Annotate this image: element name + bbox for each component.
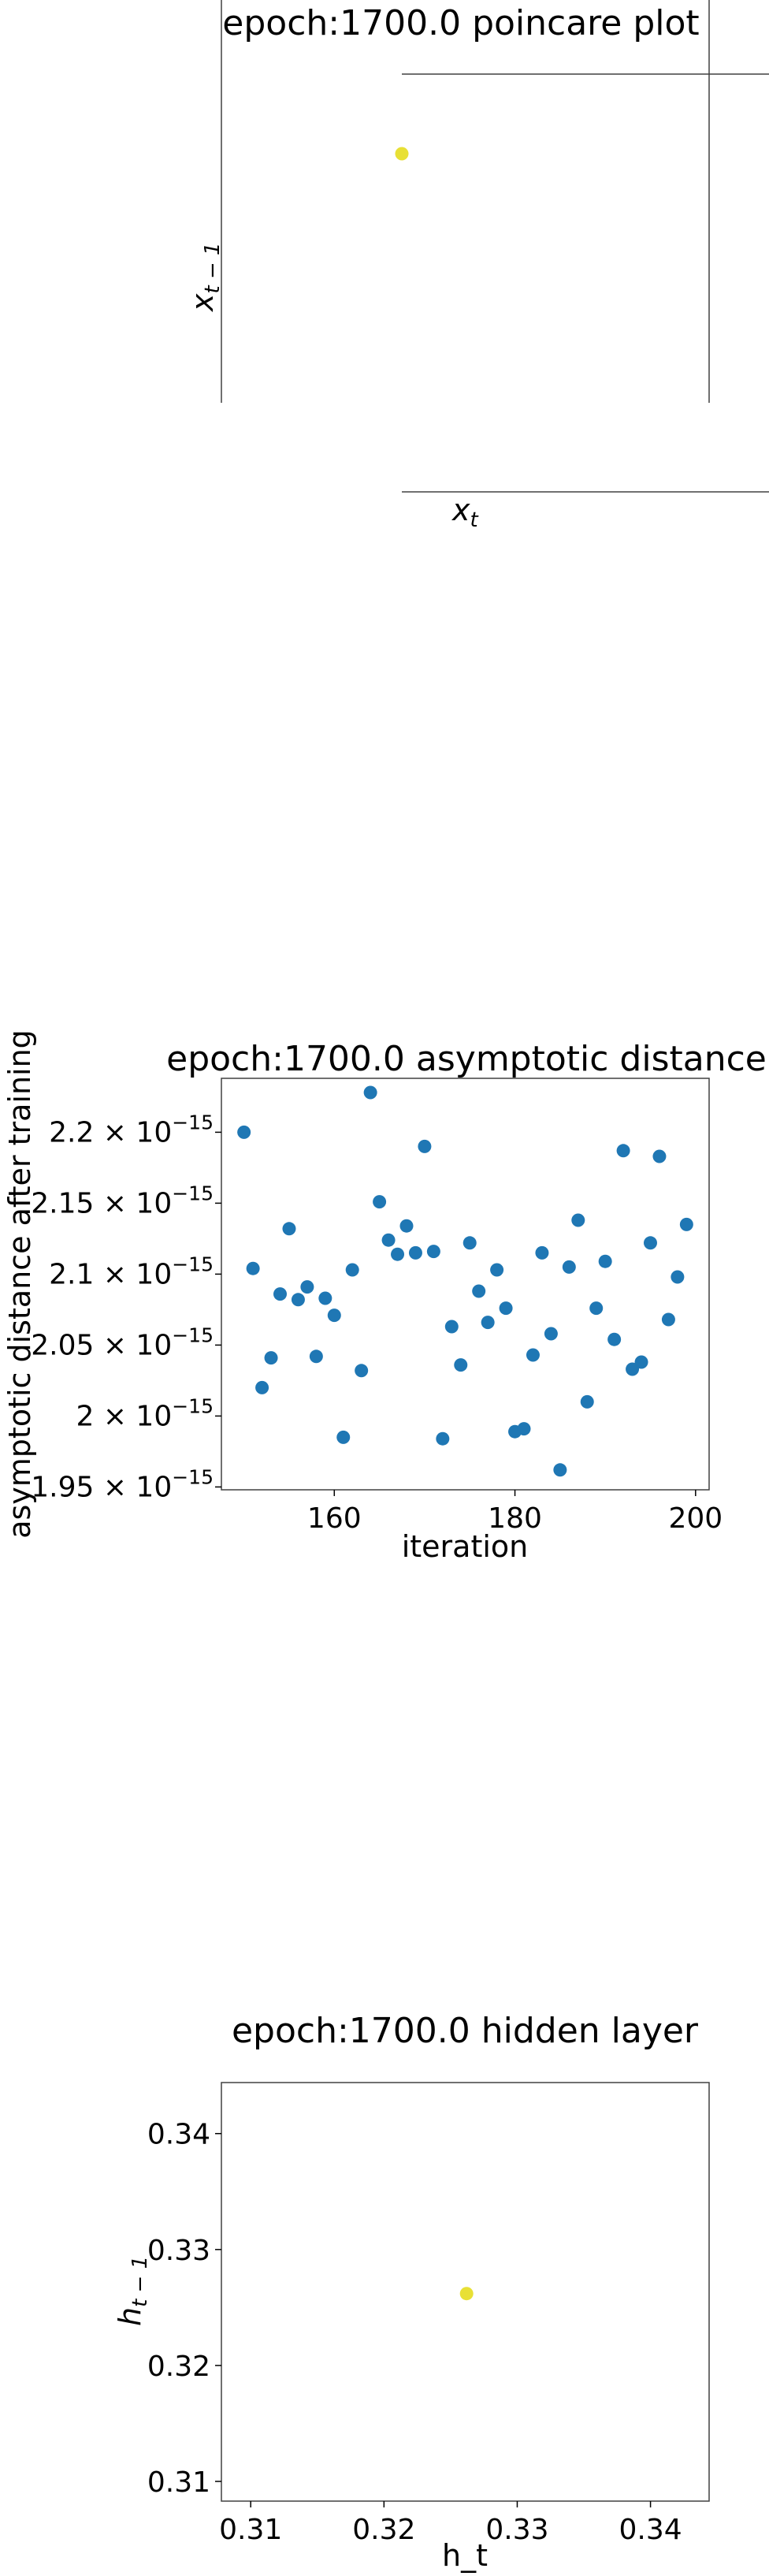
data-point (589, 1301, 604, 1316)
data-point (671, 1270, 685, 1284)
y-tick-label: 2.05 × 10−15 (31, 1323, 214, 1361)
data-point (535, 1245, 549, 1260)
data-point (517, 1422, 531, 1436)
data-point (318, 1291, 332, 1305)
data-point (282, 1222, 296, 1236)
asymptotic-distance-y-ticks: 1.95 × 10−15 2 × 10−15 2.05 × 10−15 2.1 × 1… (31, 1111, 221, 1503)
asymptotic-distance-ylabel: asymptotic distance after training (2, 1029, 37, 1539)
poincare-plot-title: epoch:1700.0 poincare plot (222, 3, 699, 43)
data-point (399, 1219, 414, 1233)
data-point (246, 1261, 260, 1275)
x-tick-label: 160 (307, 1502, 362, 1535)
poincare-plot-chart: epoch:1700.0 poincare plot xt xt − 1 (185, 0, 769, 532)
data-point (264, 1351, 278, 1365)
data-point (580, 1394, 594, 1409)
y-tick-label: 2.1 × 10−15 (49, 1253, 214, 1290)
data-point (363, 1085, 377, 1100)
hidden-layer-title: epoch:1700.0 hidden layer (232, 2011, 699, 2051)
x-tick-label: 0.34 (619, 2514, 682, 2546)
data-point (571, 1213, 585, 1227)
asymptotic-distance-title: epoch:1700.0 asymptotic distance (166, 1039, 767, 1079)
data-point (607, 1332, 622, 1346)
poincare-plot-point (395, 147, 409, 161)
poincare-plot-ylabel: xt − 1 (185, 242, 225, 312)
data-point (237, 1125, 251, 1139)
x-tick-label: 0.32 (352, 2514, 415, 2546)
data-point (499, 1301, 513, 1316)
data-point (553, 1463, 567, 1477)
data-point (454, 1358, 468, 1372)
data-point (481, 1316, 495, 1330)
hidden-layer-plot-frame (221, 2082, 710, 2502)
data-point (381, 1233, 396, 1247)
data-point (255, 1380, 269, 1394)
asymptotic-distance-chart: epoch:1700.0 asymptotic distance 160 180 2… (2, 1029, 767, 1564)
data-point (426, 1245, 440, 1259)
x-tick-label: 0.31 (219, 2514, 282, 2546)
data-point (373, 1195, 387, 1209)
hidden-layer-x-ticks: 0.31 0.32 0.33 0.34 (219, 2501, 682, 2546)
data-point (336, 1430, 351, 1444)
hidden-layer-xlabel: h_t (442, 2538, 488, 2573)
data-point (463, 1236, 477, 1250)
data-point (598, 1254, 612, 1268)
data-point (544, 1327, 558, 1341)
data-point (345, 1263, 359, 1277)
data-point (661, 1312, 675, 1327)
hidden-layer-chart: epoch:1700.0 hidden layer 0.31 0.32 0.33 0.… (113, 2011, 710, 2573)
data-point (459, 2287, 474, 2301)
data-point (436, 1431, 450, 1446)
y-tick-label: 0.31 (147, 2466, 210, 2499)
x-tick-label: 200 (668, 1502, 723, 1535)
data-point (616, 1144, 630, 1158)
y-tick-label: 2.2 × 10−15 (49, 1111, 214, 1148)
data-point (273, 1287, 288, 1301)
data-point (444, 1320, 459, 1334)
data-point (355, 1364, 369, 1378)
data-point (490, 1263, 504, 1277)
data-point (309, 1349, 323, 1364)
y-tick-label: 0.32 (147, 2351, 210, 2383)
y-tick-label: 2.15 × 10−15 (31, 1182, 214, 1219)
data-point (652, 1149, 667, 1163)
data-point (634, 1355, 648, 1369)
data-point (526, 1348, 540, 1362)
data-point (643, 1236, 657, 1250)
data-point (408, 1245, 422, 1260)
data-point (300, 1280, 314, 1294)
y-tick-label: 0.34 (147, 2119, 210, 2151)
asymptotic-distance-xlabel: iteration (402, 1529, 529, 1564)
data-point (291, 1293, 305, 1307)
y-tick-label: 1.95 × 10−15 (31, 1465, 214, 1503)
data-point (418, 1139, 432, 1153)
data-point (679, 1217, 693, 1231)
y-tick-label: 0.33 (147, 2235, 210, 2267)
asymptotic-distance-plot-frame (221, 1078, 710, 1491)
data-point (391, 1247, 405, 1261)
data-point (562, 1260, 576, 1274)
asymptotic-distance-points (237, 1085, 693, 1477)
y-tick-label: 2 × 10−15 (76, 1394, 214, 1432)
asymptotic-distance-x-ticks: 160 180 200 (307, 1490, 723, 1535)
x-tick-label: 0.33 (485, 2514, 548, 2546)
data-point (626, 1362, 640, 1376)
hidden-layer-y-ticks: 0.31 0.32 0.33 0.34 (147, 2119, 221, 2499)
data-point (472, 1284, 486, 1298)
hidden-layer-ylabel: ht − 1 (113, 2256, 152, 2326)
hidden-layer-points (459, 2287, 474, 2301)
poincare-plot-xlabel: xt (451, 493, 479, 532)
data-point (327, 1308, 341, 1323)
x-tick-label: 180 (488, 1502, 542, 1535)
